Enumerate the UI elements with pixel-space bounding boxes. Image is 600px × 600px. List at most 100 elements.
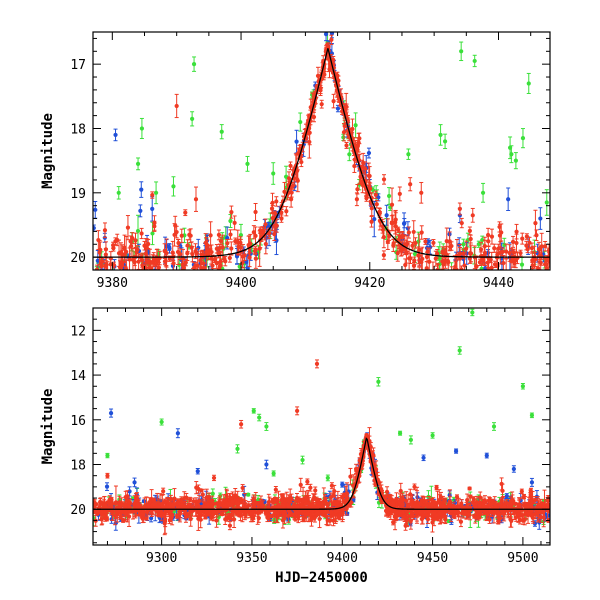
top-point-red [232, 215, 237, 231]
bottom-point-red [401, 514, 407, 519]
bottom-point-red [331, 492, 336, 498]
top-point-red [185, 239, 190, 252]
top-point-green [228, 214, 233, 228]
bottom-point-red [539, 501, 544, 507]
bottom-point-green [408, 435, 414, 445]
top-point-red [435, 248, 440, 259]
top-point-red [218, 250, 223, 270]
top-point-green [171, 176, 176, 197]
top-point-red [102, 222, 108, 239]
top-point-red [424, 261, 429, 270]
top-point-red [228, 229, 233, 240]
top-point-green [513, 152, 518, 170]
top-point-red [420, 246, 425, 270]
top-ytick-label: 18 [70, 122, 86, 137]
top-point-red [208, 221, 213, 250]
bottom-point-red [491, 504, 497, 524]
top-point-red [374, 199, 379, 209]
bottom-point-red [482, 498, 487, 503]
top-point-blue [506, 187, 511, 211]
top-point-red [176, 238, 181, 248]
top-point-red [492, 260, 498, 269]
top-point-red [357, 132, 362, 145]
bottom-ytick-label: 18 [70, 459, 86, 474]
top-point-red [513, 252, 518, 269]
top-point-red [111, 241, 116, 249]
bottom-point-red [317, 499, 322, 516]
top-point-red [253, 246, 258, 255]
top-point-green [139, 117, 145, 140]
top-ytick-label: 20 [70, 251, 86, 266]
bottom-point-red [454, 494, 460, 500]
bottom-point-green [397, 430, 403, 436]
top-point-green [520, 128, 526, 149]
bottom-point-red [240, 484, 245, 492]
bottom-panel-light-curve: 9300 9350 9400 9450 9500 12 14 16 18 20 Magnitude H… [40, 307, 551, 586]
bottom-point-red [434, 484, 439, 491]
bottom-xtick-label: 9500 [507, 551, 538, 566]
top-ylabel: Magnitude [40, 113, 56, 189]
bottom-point-green [210, 488, 215, 499]
top-point-red [510, 235, 516, 248]
top-point-green [480, 182, 486, 203]
top-point-red [180, 248, 186, 268]
bottom-point-blue [132, 477, 137, 488]
top-point-blue [160, 269, 165, 270]
bottom-point-blue [108, 408, 114, 418]
bottom-point-red [295, 406, 300, 416]
bottom-point-blue [104, 482, 110, 491]
top-point-red [259, 233, 264, 242]
bottom-point-green [470, 308, 475, 317]
top-point-red [208, 271, 212, 279]
top-point-red [545, 281, 549, 289]
top-point-red [174, 93, 179, 119]
top-point-red [457, 252, 462, 261]
top-point-red [128, 235, 133, 248]
top-point-red [410, 241, 415, 250]
bottom-point-red [490, 498, 495, 504]
bottom-ylabel: Magnitude [40, 389, 56, 465]
bottom-point-red [481, 503, 487, 511]
top-point-green [442, 133, 448, 150]
bottom-point-red [227, 521, 233, 531]
bottom-point-red [336, 514, 342, 520]
bottom-point-red [211, 474, 217, 482]
bottom-xtick-label: 9450 [417, 551, 448, 566]
bottom-point-blue [175, 428, 180, 439]
top-point-red [519, 272, 523, 282]
bottom-ytick-label: 16 [70, 414, 86, 429]
top-point-red [175, 274, 179, 289]
top-point-green [135, 157, 141, 171]
bottom-point-red [105, 472, 110, 479]
top-point-red [461, 248, 466, 259]
bottom-point-red [467, 486, 472, 491]
top-point-green [191, 56, 197, 72]
top-point-red [457, 202, 462, 216]
bottom-point-green [430, 432, 435, 439]
bottom-ytick-label: 20 [70, 503, 86, 518]
top-point-red [288, 161, 293, 171]
bottom-point-red [348, 467, 353, 486]
top-point-red [412, 256, 417, 265]
top-point-red [470, 207, 475, 223]
top-point-red [408, 177, 413, 192]
bottom-point-red [488, 502, 493, 507]
bottom-point-green [159, 418, 164, 426]
bottom-point-green [376, 377, 381, 387]
top-point-red [530, 261, 535, 269]
top-point-red [246, 235, 251, 255]
bottom-point-blue [504, 493, 509, 500]
top-point-red [355, 183, 360, 195]
top-point-red [103, 248, 108, 262]
top-point-red [184, 274, 188, 290]
top-point-red [229, 241, 234, 256]
bottom-point-blue [453, 448, 459, 454]
top-panel-light-curve: 9380 9400 9420 9440 17 18 19 20 Magnitude [40, 31, 551, 291]
top-point-red [284, 206, 289, 217]
bottom-point-red [414, 490, 420, 522]
top-point-red [543, 241, 548, 252]
bottom-point-blue [141, 499, 147, 504]
top-point-red [229, 205, 234, 219]
bottom-point-red [322, 509, 327, 515]
top-point-green [544, 189, 549, 216]
